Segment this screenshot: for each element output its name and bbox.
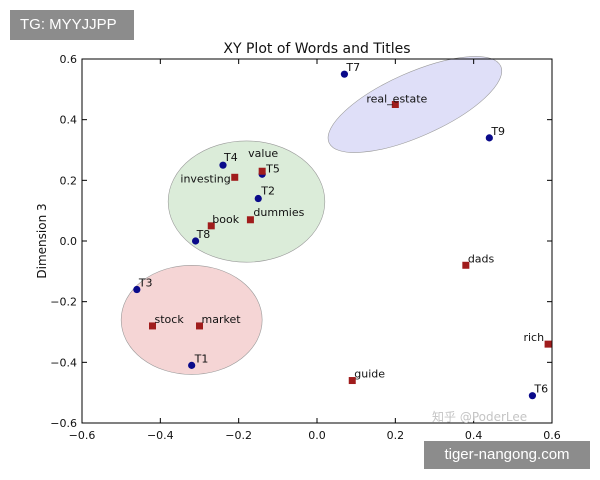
x-tick-label: −0.2 [225,429,252,442]
top-tag: TG: MYYJJPP [10,10,134,40]
label-real-estate: real_estate [366,93,427,106]
label-dummies: dummies [253,206,304,219]
label-t3: T3 [138,277,153,290]
label-t4: T4 [223,151,238,164]
point-guide [348,377,356,385]
chart-title: XY Plot of Words and Titles [223,41,410,57]
label-investing: investing [180,172,230,185]
y-tick-label: 0.2 [60,174,78,187]
cluster-ellipse-3 [327,56,503,153]
y-tick-label: −0.4 [50,356,77,369]
label-market: market [202,313,242,326]
point-investing [231,173,239,181]
y-tick-label: 0.4 [60,114,78,127]
point-t3 [133,285,141,294]
y-axis-label: Dimension 3 [35,203,49,278]
y-tick-label: 0.0 [60,235,78,248]
label-t5: T5 [265,162,280,175]
label-dads: dads [468,252,495,265]
point-t6 [528,392,537,400]
point-dads [462,261,470,269]
point-t7 [340,70,349,78]
point-t9 [485,134,493,142]
plot-frame [81,58,553,424]
y-tick-label: −0.6 [50,417,77,430]
point-rich [544,340,552,348]
x-tick-label: −0.4 [147,429,174,442]
x-tick-label: 0.0 [308,429,326,442]
y-tick-label: −0.2 [50,296,77,309]
point-value [258,167,266,175]
point-t8 [191,237,200,245]
watermark: 知乎 @PoderLee [432,410,528,424]
point-t1 [188,361,196,369]
point-t4 [219,161,227,169]
label-guide: guide [354,368,385,381]
x-tick-label: 0.2 [387,429,405,442]
label-t9: T9 [490,125,505,138]
point-market [196,322,203,330]
point-t2 [254,194,262,203]
label-t2: T2 [260,185,275,198]
y-tick-label: 0.6 [60,53,78,66]
label-rich: rich [523,331,544,344]
x-tick-label: 0.6 [543,429,561,442]
cluster-ellipse-1 [120,264,263,375]
label-value: value [248,147,278,160]
x-tick-label: 0.4 [465,429,483,442]
label-t6: T6 [533,383,548,396]
label-t8: T8 [196,228,211,241]
bottom-tag: tiger-nangong.com [424,441,590,469]
cluster-ellipse-2 [167,140,326,263]
label-stock: stock [155,313,185,326]
label-t7: T7 [345,61,360,74]
x-tick-label: −0.6 [69,429,96,442]
label-t1: T1 [194,352,209,365]
point-stock [149,322,156,330]
point-real-estate [391,101,399,108]
point-book [207,222,215,230]
point-dummies [246,216,254,224]
label-book: book [212,213,239,226]
